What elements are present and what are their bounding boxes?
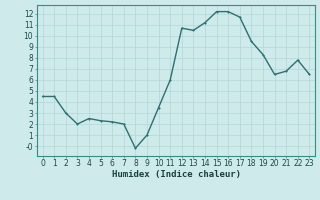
X-axis label: Humidex (Indice chaleur): Humidex (Indice chaleur) xyxy=(111,170,241,179)
